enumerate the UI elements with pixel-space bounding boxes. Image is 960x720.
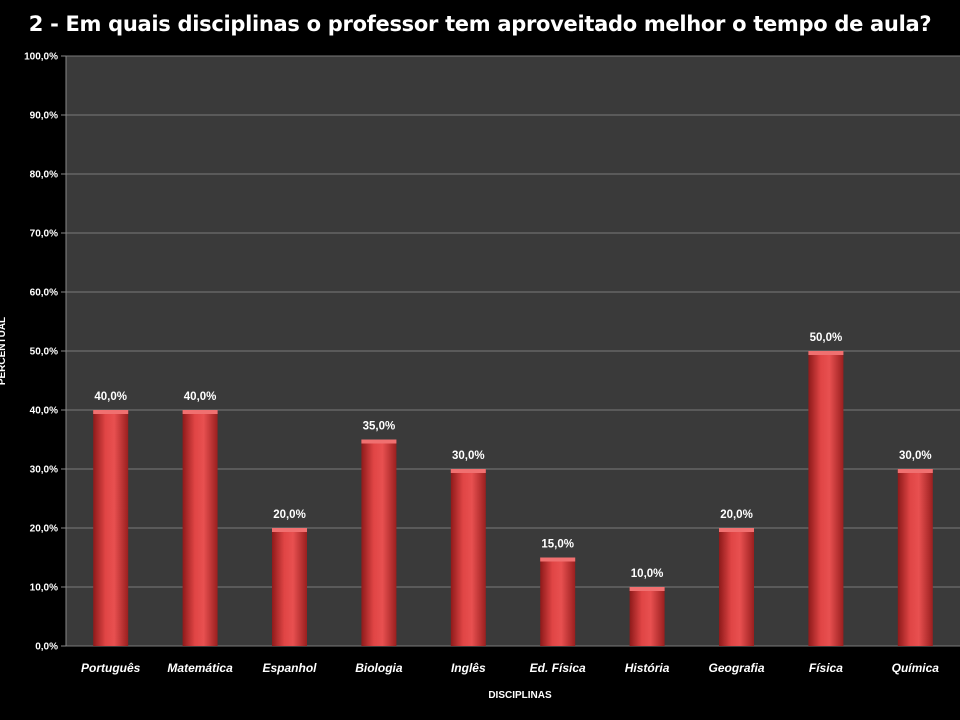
bar-top <box>629 587 665 591</box>
bar-top <box>897 469 933 473</box>
data-label: 20,0% <box>273 509 306 521</box>
y-tick-label: 10,0% <box>30 583 58 594</box>
bar-top <box>93 410 129 414</box>
x-tick-label: Ed. Física <box>530 661 586 675</box>
bar-top <box>361 439 397 444</box>
data-label: 10,0% <box>631 568 664 580</box>
bar-body <box>808 351 844 646</box>
x-tick-label: Biologia <box>355 661 403 675</box>
x-tick-label: Geografia <box>708 661 764 675</box>
data-label: 15,0% <box>541 539 574 551</box>
bar-top <box>450 469 486 473</box>
y-tick-label: 90,0% <box>30 111 58 122</box>
x-axis-title: DISCIPLINAS <box>488 690 552 701</box>
x-tick-label: Espanhol <box>262 661 317 675</box>
bar-body <box>272 528 307 646</box>
bar <box>450 469 486 646</box>
y-tick-label: 50,0% <box>30 347 58 358</box>
x-tick-label: Português <box>81 661 141 675</box>
bar-body <box>897 469 933 646</box>
bar-top <box>719 528 754 532</box>
y-tick-label: 70,0% <box>30 229 58 240</box>
bar <box>361 439 397 646</box>
y-tick-label: 60,0% <box>30 288 58 299</box>
bar-top <box>182 410 218 414</box>
bar <box>897 469 933 646</box>
bar <box>540 557 576 646</box>
bar-body <box>93 410 129 646</box>
y-axis-title: PERCENTUAL <box>0 317 8 385</box>
bar <box>272 528 307 646</box>
bar-top <box>272 528 307 532</box>
data-label: 40,0% <box>184 391 217 403</box>
data-label: 40,0% <box>94 391 127 403</box>
bar-top <box>540 557 576 562</box>
bar-body <box>540 557 576 646</box>
data-label: 35,0% <box>363 421 396 433</box>
y-tick-label: 30,0% <box>30 465 58 476</box>
y-tick-label: 0,0% <box>35 642 58 653</box>
bar <box>719 528 754 646</box>
x-tick-label: História <box>625 661 670 675</box>
data-label: 50,0% <box>810 332 843 344</box>
bar <box>629 587 665 646</box>
bar-body <box>719 528 754 646</box>
x-tick-label: Física <box>809 661 843 675</box>
y-tick-label: 40,0% <box>30 406 58 417</box>
bar-body <box>450 469 486 646</box>
bar-body <box>361 439 397 646</box>
y-tick-label: 100,0% <box>24 52 58 63</box>
bar-top <box>808 351 844 355</box>
x-tick-label: Química <box>892 661 940 675</box>
x-tick-label: Inglês <box>451 661 486 675</box>
bar-body <box>629 587 665 646</box>
bar <box>182 410 218 646</box>
y-tick-label: 20,0% <box>30 524 58 535</box>
data-label: 30,0% <box>452 450 485 462</box>
bar <box>93 410 129 646</box>
bar-body <box>182 410 218 646</box>
data-label: 20,0% <box>720 509 753 521</box>
chart-title: 2 - Em quais disciplinas o professor tem… <box>28 12 932 36</box>
bar <box>808 351 844 646</box>
x-tick-label: Matemática <box>167 661 233 675</box>
data-label: 30,0% <box>899 450 932 462</box>
y-tick-label: 80,0% <box>30 170 58 181</box>
